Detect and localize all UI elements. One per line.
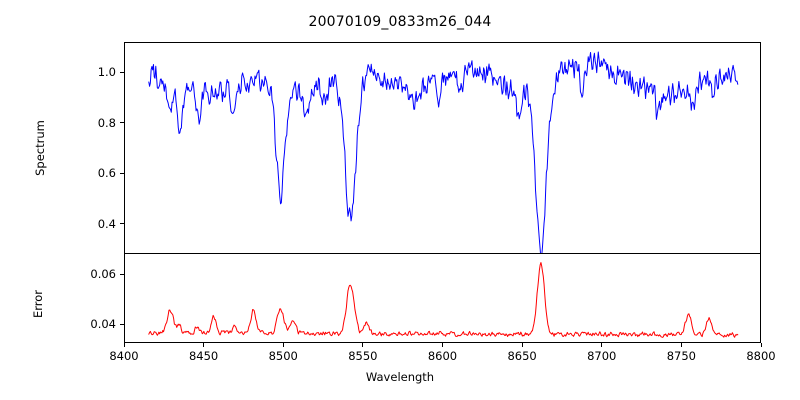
spectrum-y-tick-mark xyxy=(120,172,124,174)
spectrum-plot-area xyxy=(124,42,761,254)
error-y-axis-label: Error xyxy=(31,289,45,319)
x-tick-mark xyxy=(521,343,523,347)
error-y-tick-mark xyxy=(120,323,124,325)
error-y-tick-label: 0.04 xyxy=(90,317,116,332)
x-tick-mark xyxy=(601,343,603,347)
x-tick-mark xyxy=(123,343,125,347)
x-tick-label: 8450 xyxy=(188,349,219,363)
x-tick-mark xyxy=(362,343,364,347)
x-tick-mark xyxy=(282,343,284,347)
x-tick-label: 8500 xyxy=(268,349,298,363)
x-tick-mark xyxy=(442,343,444,347)
x-tick-label: 8700 xyxy=(587,349,617,363)
x-tick-mark xyxy=(680,343,682,347)
x-tick-mark xyxy=(760,343,762,347)
spectrum-y-tick-label: 0.8 xyxy=(97,115,116,130)
spectrum-line-series xyxy=(125,43,760,253)
error-y-tick-label: 0.06 xyxy=(90,267,116,282)
spectrum-y-tick-label: 0.4 xyxy=(97,216,116,231)
error-line-series xyxy=(125,254,760,342)
spectrum-y-tick-mark xyxy=(120,122,124,124)
x-tick-label: 8600 xyxy=(427,349,458,363)
spectrum-y-tick-mark xyxy=(120,71,124,73)
x-tick-mark xyxy=(203,343,205,347)
x-axis-label: Wavelength xyxy=(365,370,435,384)
error-y-tick-mark xyxy=(120,273,124,275)
spectrum-y-axis-label: Spectrum xyxy=(33,120,47,176)
x-tick-label: 8750 xyxy=(666,349,697,363)
spectrum-y-tick-mark xyxy=(120,223,124,225)
x-tick-label: 8400 xyxy=(109,349,139,363)
x-tick-label: 8800 xyxy=(746,349,776,363)
x-tick-label: 8550 xyxy=(348,349,378,363)
spectrum-y-tick-label: 1.0 xyxy=(97,65,116,80)
x-tick-label: 8650 xyxy=(507,349,537,363)
error-plot-area xyxy=(124,253,761,343)
chart-title: 20070109_0833m26_044 xyxy=(308,14,492,30)
spectrum-y-tick-label: 0.6 xyxy=(97,166,116,181)
